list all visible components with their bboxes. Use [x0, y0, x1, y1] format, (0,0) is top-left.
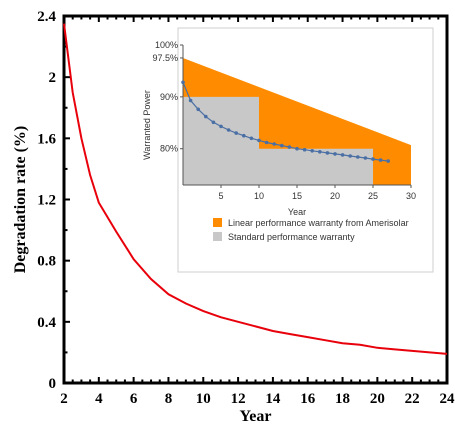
inset-power-point: [265, 141, 269, 145]
inset-y-tick-label: 100%: [155, 40, 178, 50]
inset-power-point: [364, 156, 368, 160]
inset-legend-label: Standard performance warranty: [228, 232, 355, 242]
inset-power-point: [257, 139, 261, 143]
y-axis-title: Degradation rate (%): [12, 126, 29, 274]
inset-power-point: [379, 158, 383, 162]
inset-power-point: [310, 149, 314, 153]
y-tick-label: 0.8: [37, 254, 56, 270]
y-tick-label: 1.2: [37, 193, 56, 209]
inset-y-tick-label: 90%: [160, 92, 178, 102]
inset-power-point: [341, 153, 345, 157]
inset-x-tick-label: 20: [330, 191, 340, 201]
x-tick-label: 6: [130, 391, 138, 407]
inset-y-tick-label: 80%: [160, 144, 178, 154]
inset-y-tick-label: 97.5%: [152, 53, 178, 63]
y-tick-label: 1.6: [37, 131, 56, 147]
x-tick-label: 12: [231, 391, 246, 407]
x-tick-label: 18: [335, 391, 350, 407]
inset-power-point: [288, 145, 292, 149]
x-axis-title: Year: [240, 408, 272, 425]
inset-legend-swatch: [213, 218, 222, 227]
inset-power-point: [181, 81, 185, 85]
x-tick-label: 10: [196, 391, 211, 407]
inset-x-tick-label: 10: [254, 191, 264, 201]
x-tick-label: 20: [370, 391, 385, 407]
inset-legend-label: Linear performance warranty from Ameriso…: [228, 218, 409, 228]
y-tick-label: 2: [49, 70, 57, 86]
inset-power-point: [227, 128, 231, 132]
x-tick-label: 4: [95, 391, 103, 407]
inset-power-point: [348, 154, 352, 158]
inset-power-point: [356, 155, 360, 159]
x-tick-label: 24: [440, 391, 455, 407]
inset-x-tick-label: 25: [368, 191, 378, 201]
inset-power-point: [303, 148, 307, 152]
x-tick-label: 16: [300, 391, 316, 407]
y-tick-label: 0.4: [37, 315, 56, 331]
inset-power-point: [234, 131, 238, 135]
inset-power-point: [204, 115, 208, 119]
inset-legend-swatch: [213, 232, 222, 241]
inset-x-tick-label: 5: [218, 191, 223, 201]
inset-x-tick-label: 30: [406, 191, 416, 201]
x-tick-label: 22: [405, 391, 420, 407]
inset-power-point: [371, 157, 375, 161]
inset-power-point: [196, 108, 200, 112]
inset-y-axis-title: Warranted Power: [142, 90, 152, 160]
inset-power-point: [212, 121, 216, 125]
x-tick-label: 8: [165, 391, 173, 407]
inset-x-axis-title: Year: [288, 207, 306, 217]
inset-power-point: [386, 159, 390, 163]
inset-x-tick-label: 15: [292, 191, 302, 201]
x-tick-label: 14: [265, 391, 281, 407]
inset-power-point: [250, 137, 254, 141]
inset-power-point: [189, 99, 193, 103]
y-tick-label: 0: [49, 376, 57, 392]
inset-power-point: [318, 150, 322, 154]
inset-power-point: [326, 151, 330, 155]
inset-power-point: [280, 144, 284, 148]
inset-power-point: [242, 134, 246, 138]
inset-power-point: [219, 125, 223, 129]
y-tick-label: 2.4: [37, 9, 56, 25]
inset-power-point: [295, 147, 299, 151]
inset-power-point: [333, 152, 337, 156]
inset-power-point: [272, 142, 276, 146]
x-tick-label: 2: [60, 391, 68, 407]
